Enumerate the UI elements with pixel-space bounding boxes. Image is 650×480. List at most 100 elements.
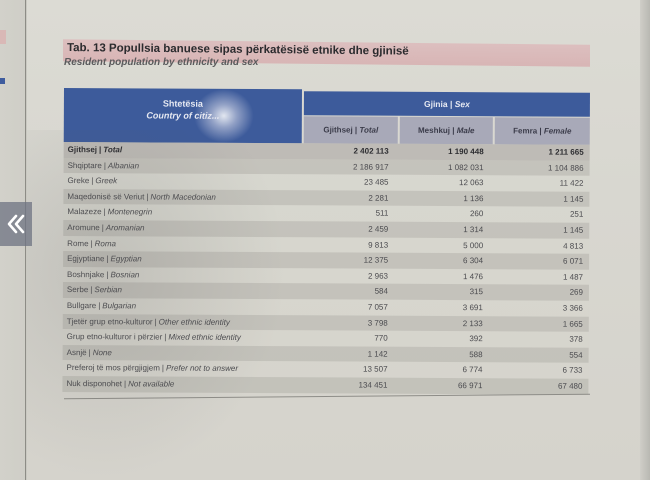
header-col-male: Meshkuj | Male [399, 116, 493, 145]
page-edge [640, 0, 650, 480]
cell-total: 12 375 [363, 255, 389, 265]
cell-female: 67 480 [557, 381, 583, 391]
cell-male: 315 [469, 287, 483, 297]
cell-total: 2 186 917 [352, 162, 389, 172]
cell-male: 3 691 [462, 303, 483, 313]
double-chevron-left-icon [7, 214, 25, 234]
cell-total: 584 [374, 286, 388, 297]
row-label-sq: Greke [67, 176, 90, 186]
cell-male: 1 190 448 [448, 147, 484, 157]
row-label: Egjyptiane | Egyptian [67, 254, 142, 264]
row-label: Greke | Greek [67, 176, 118, 186]
row-label-en: Aromanian [105, 223, 145, 233]
cell-female: 3 366 [562, 303, 583, 313]
cell-male: 66 971 [457, 380, 483, 391]
cell-female: 554 [569, 350, 583, 360]
cell-male: 6 774 [462, 365, 483, 375]
cell-female: 6 071 [563, 256, 584, 266]
cell-male: 1 314 [463, 225, 484, 235]
cell-total: 511 [375, 209, 389, 219]
cell-female: 1 487 [562, 272, 584, 282]
row-label: Asnjë | None [66, 347, 112, 357]
cell-female: 1 104 886 [547, 163, 584, 173]
row-label: Aromune | Aromanian [67, 222, 145, 233]
cell-female: 1 145 [563, 194, 584, 204]
row-label: Nuk disponohet | Not available [66, 378, 175, 389]
cell-total: 3 798 [367, 318, 388, 328]
table-row: Nuk disponohet | Not available 134 451 66 97… [62, 375, 589, 395]
row-label-en: Montenegrin [107, 207, 153, 217]
cell-total: 2 281 [368, 193, 389, 203]
cell-female: 378 [569, 334, 583, 344]
row-label-sq: Gjithsej [67, 145, 98, 155]
row-label-en: None [92, 347, 112, 357]
table-subtitle: Resident population by ethnicity and sex [64, 57, 259, 68]
header-col-total: Gjithsej | Total [303, 116, 398, 144]
cell-total: 2 963 [367, 271, 389, 281]
cell-female: 1 211 665 [548, 147, 584, 157]
cell-male: 2 133 [462, 318, 483, 328]
row-label-sq: Tjetër grup etno-kulturor [66, 316, 153, 326]
row-label-sq: Malazeze [67, 207, 102, 217]
row-label-sq: Maqedonisë së Veriut [67, 191, 145, 202]
cell-female: 251 [569, 210, 584, 220]
cell-male: 1 476 [462, 271, 484, 281]
population-table: Shtetësia Country of citiz... Gjinia | S… [62, 88, 590, 395]
cell-female: 1 145 [563, 225, 584, 235]
cell-male: 1 136 [463, 193, 484, 203]
cell-male: 5 000 [463, 240, 484, 250]
cell-total: 770 [374, 333, 388, 343]
cell-female: 4 813 [563, 241, 584, 251]
row-label-en: Prefer not to answer [165, 363, 239, 374]
row-label-en: Mixed ethnic identity [168, 332, 241, 343]
row-label: Tjetër grup etno-kulturor | Other ethnic i… [66, 316, 230, 327]
adjacent-page-header-fragment [0, 78, 5, 84]
photo-glare [193, 88, 254, 143]
row-label: Bullgare | Bulgarian [66, 300, 137, 311]
row-label-sq: Serbe [66, 285, 89, 295]
header-sex: Gjinia | Sex [303, 91, 590, 117]
row-label: Shqiptare | Albanian [67, 160, 140, 170]
row-label-en: Albanian [107, 160, 140, 170]
header-country-en: Country of citiz... [146, 110, 220, 121]
row-label-sq: Asnjë [66, 347, 87, 357]
row-label: Grup etno-kulturor i përzier | Mixed ethni… [66, 332, 241, 343]
row-label-en: North Macedonian [150, 192, 216, 202]
cell-female: 11 422 [559, 178, 584, 188]
header-sex-sq: Gjinia [423, 98, 448, 110]
cell-total: 23 485 [364, 177, 389, 187]
cell-male: 6 304 [463, 256, 484, 266]
row-label-en: Bulgarian [102, 301, 137, 311]
row-label-sq: Nuk disponohet [66, 378, 123, 389]
row-label-en: Greek [95, 176, 118, 186]
row-label-sq: Preferoj të mos përgjigjem [66, 363, 160, 373]
cell-total: 13 507 [363, 364, 388, 375]
row-label-sq: Grup etno-kulturor i përzier [66, 332, 163, 342]
row-label: Preferoj të mos përgjigjem | Prefer not to… [66, 363, 239, 374]
row-label-sq: Aromune [67, 222, 100, 233]
cell-male: 260 [469, 209, 484, 219]
previous-page-button[interactable] [0, 202, 32, 246]
cell-total: 134 451 [358, 380, 388, 390]
row-label-sq: Shqiptare [67, 160, 102, 170]
row-label-sq: Rome [67, 238, 89, 248]
cell-female: 6 733 [562, 365, 583, 376]
header-country-sq: Shtetësia [162, 98, 203, 109]
row-label: Boshnjake | Bosnian [67, 269, 140, 280]
cell-female: 1 665 [562, 319, 583, 329]
row-label-sq: Bullgare [66, 300, 97, 311]
cell-total: 1 142 [367, 349, 388, 359]
row-label-en: Not available [128, 379, 175, 389]
row-label-sq: Egjyptiane [67, 254, 105, 264]
cell-total: 7 057 [367, 302, 388, 312]
row-label: Serbe | Serbian [66, 285, 122, 295]
cell-total: 2 459 [368, 224, 389, 234]
header-col-female: Femra | Female [494, 117, 590, 145]
row-label-en: Serbian [94, 285, 122, 295]
cell-male: 12 063 [459, 178, 484, 188]
cell-total: 9 813 [368, 240, 389, 250]
row-label-en: Egyptian [110, 254, 142, 264]
cell-male: 588 [469, 349, 483, 359]
table-header: Shtetësia Country of citiz... Gjinia | S… [63, 88, 590, 145]
header-country: Shtetësia Country of citiz... [63, 88, 302, 144]
